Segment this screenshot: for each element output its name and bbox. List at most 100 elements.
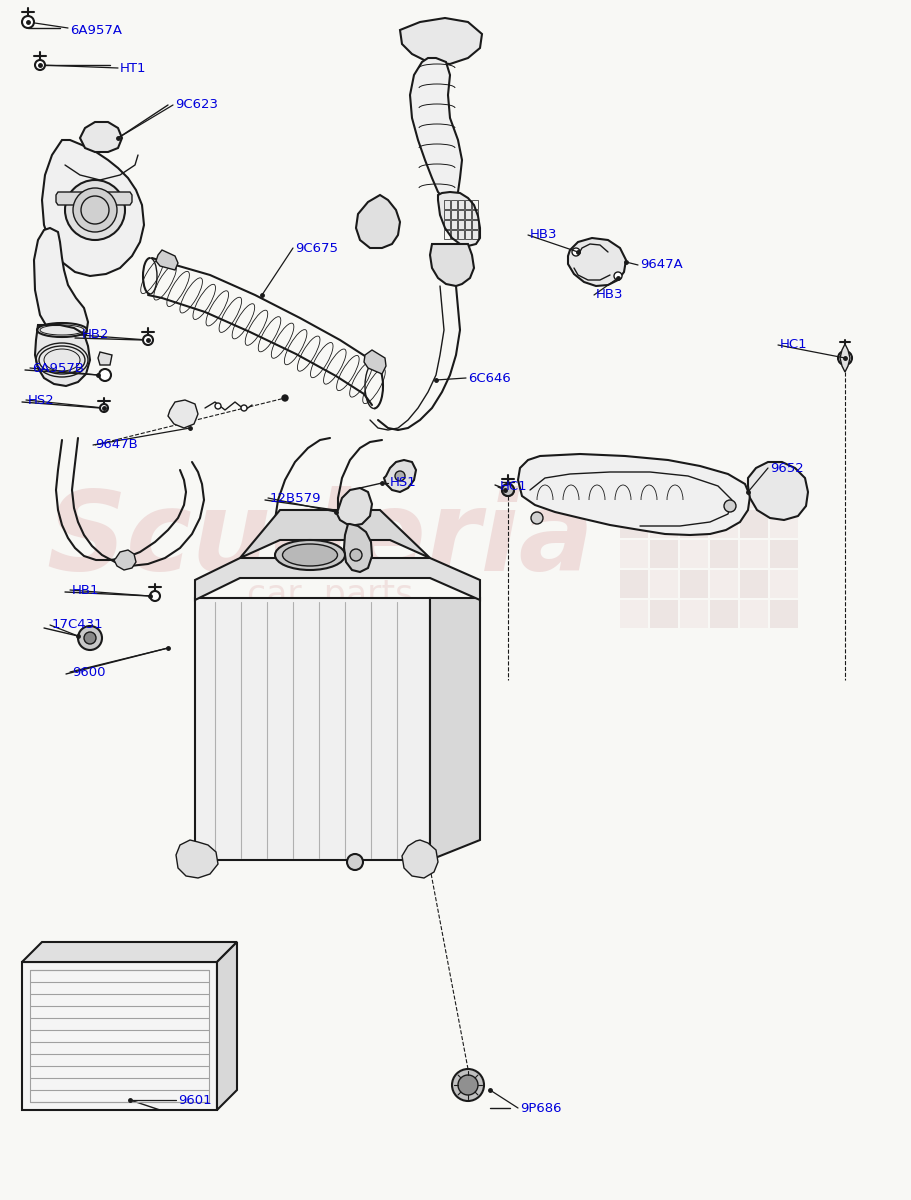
Bar	[457, 200, 464, 209]
Circle shape	[452, 1069, 484, 1102]
Bar	[444, 210, 449, 218]
Bar	[619, 600, 648, 628]
Text: 6A957A: 6A957A	[70, 24, 122, 36]
Bar	[465, 200, 470, 209]
Bar	[739, 570, 767, 598]
Bar	[465, 230, 470, 239]
Text: 6A957B: 6A957B	[32, 361, 84, 374]
Text: HC1: HC1	[499, 480, 527, 493]
Bar	[457, 230, 464, 239]
Bar	[739, 480, 767, 508]
Bar	[472, 230, 477, 239]
Bar	[710, 480, 737, 508]
Circle shape	[100, 404, 107, 412]
Bar	[472, 220, 477, 229]
Polygon shape	[42, 140, 144, 276]
Circle shape	[99, 370, 111, 382]
Bar	[650, 480, 677, 508]
Circle shape	[501, 484, 514, 496]
Polygon shape	[80, 122, 122, 152]
Polygon shape	[355, 194, 400, 248]
Text: car  parts: car parts	[247, 578, 413, 612]
Circle shape	[501, 484, 514, 496]
Polygon shape	[22, 962, 217, 1110]
Bar	[680, 540, 707, 568]
Polygon shape	[343, 524, 372, 572]
Bar	[650, 510, 677, 538]
Bar	[769, 480, 797, 508]
Circle shape	[613, 272, 621, 280]
Circle shape	[22, 16, 34, 28]
Bar	[680, 510, 707, 538]
Circle shape	[35, 60, 45, 70]
Text: Scuderia: Scuderia	[46, 486, 593, 594]
Text: HS1: HS1	[390, 476, 416, 490]
Circle shape	[143, 335, 153, 346]
Bar	[769, 570, 797, 598]
Polygon shape	[437, 192, 479, 246]
Bar	[710, 570, 737, 598]
Bar	[619, 480, 648, 508]
Bar	[650, 540, 677, 568]
Polygon shape	[839, 344, 849, 372]
Polygon shape	[168, 400, 198, 428]
Bar	[739, 540, 767, 568]
Circle shape	[241, 404, 247, 410]
Circle shape	[457, 1075, 477, 1094]
Text: 9600: 9600	[72, 666, 106, 678]
Polygon shape	[429, 598, 479, 860]
Bar	[769, 600, 797, 628]
Bar	[465, 220, 470, 229]
Bar	[451, 220, 456, 229]
Bar	[457, 220, 464, 229]
Bar	[444, 200, 449, 209]
Polygon shape	[240, 510, 429, 558]
Polygon shape	[429, 244, 474, 286]
Polygon shape	[34, 228, 87, 346]
Bar	[619, 540, 648, 568]
Polygon shape	[97, 352, 112, 365]
Text: 6C646: 6C646	[467, 372, 510, 384]
Circle shape	[65, 180, 125, 240]
Circle shape	[530, 512, 542, 524]
Circle shape	[350, 550, 362, 560]
Text: 9647A: 9647A	[640, 258, 682, 271]
Polygon shape	[400, 18, 482, 64]
Bar	[650, 600, 677, 628]
Bar	[444, 230, 449, 239]
Bar	[710, 540, 737, 568]
Polygon shape	[195, 558, 479, 600]
Text: 9647B: 9647B	[95, 438, 138, 451]
Text: 9C675: 9C675	[294, 241, 338, 254]
Polygon shape	[747, 462, 807, 520]
Bar	[769, 540, 797, 568]
Bar	[472, 200, 477, 209]
Bar	[710, 510, 737, 538]
Polygon shape	[176, 840, 218, 878]
Text: 9C623: 9C623	[175, 98, 218, 112]
Circle shape	[571, 248, 579, 256]
Polygon shape	[335, 488, 372, 526]
Polygon shape	[568, 238, 625, 286]
Bar	[739, 510, 767, 538]
Bar	[769, 510, 797, 538]
Bar	[680, 570, 707, 598]
Circle shape	[346, 854, 363, 870]
Polygon shape	[410, 58, 462, 200]
Polygon shape	[217, 942, 237, 1110]
Text: HS2: HS2	[28, 394, 55, 407]
Ellipse shape	[275, 540, 344, 570]
Text: HC1: HC1	[779, 338, 807, 352]
Polygon shape	[517, 454, 749, 535]
Bar	[680, 480, 707, 508]
Text: HB1: HB1	[72, 583, 99, 596]
Circle shape	[505, 487, 510, 493]
Polygon shape	[22, 942, 237, 962]
Circle shape	[149, 590, 159, 601]
Text: HB3: HB3	[529, 228, 557, 241]
Bar	[30, 970, 209, 1102]
Bar	[451, 200, 456, 209]
Text: 9652: 9652	[769, 462, 803, 474]
Circle shape	[837, 350, 851, 365]
Bar	[619, 510, 648, 538]
